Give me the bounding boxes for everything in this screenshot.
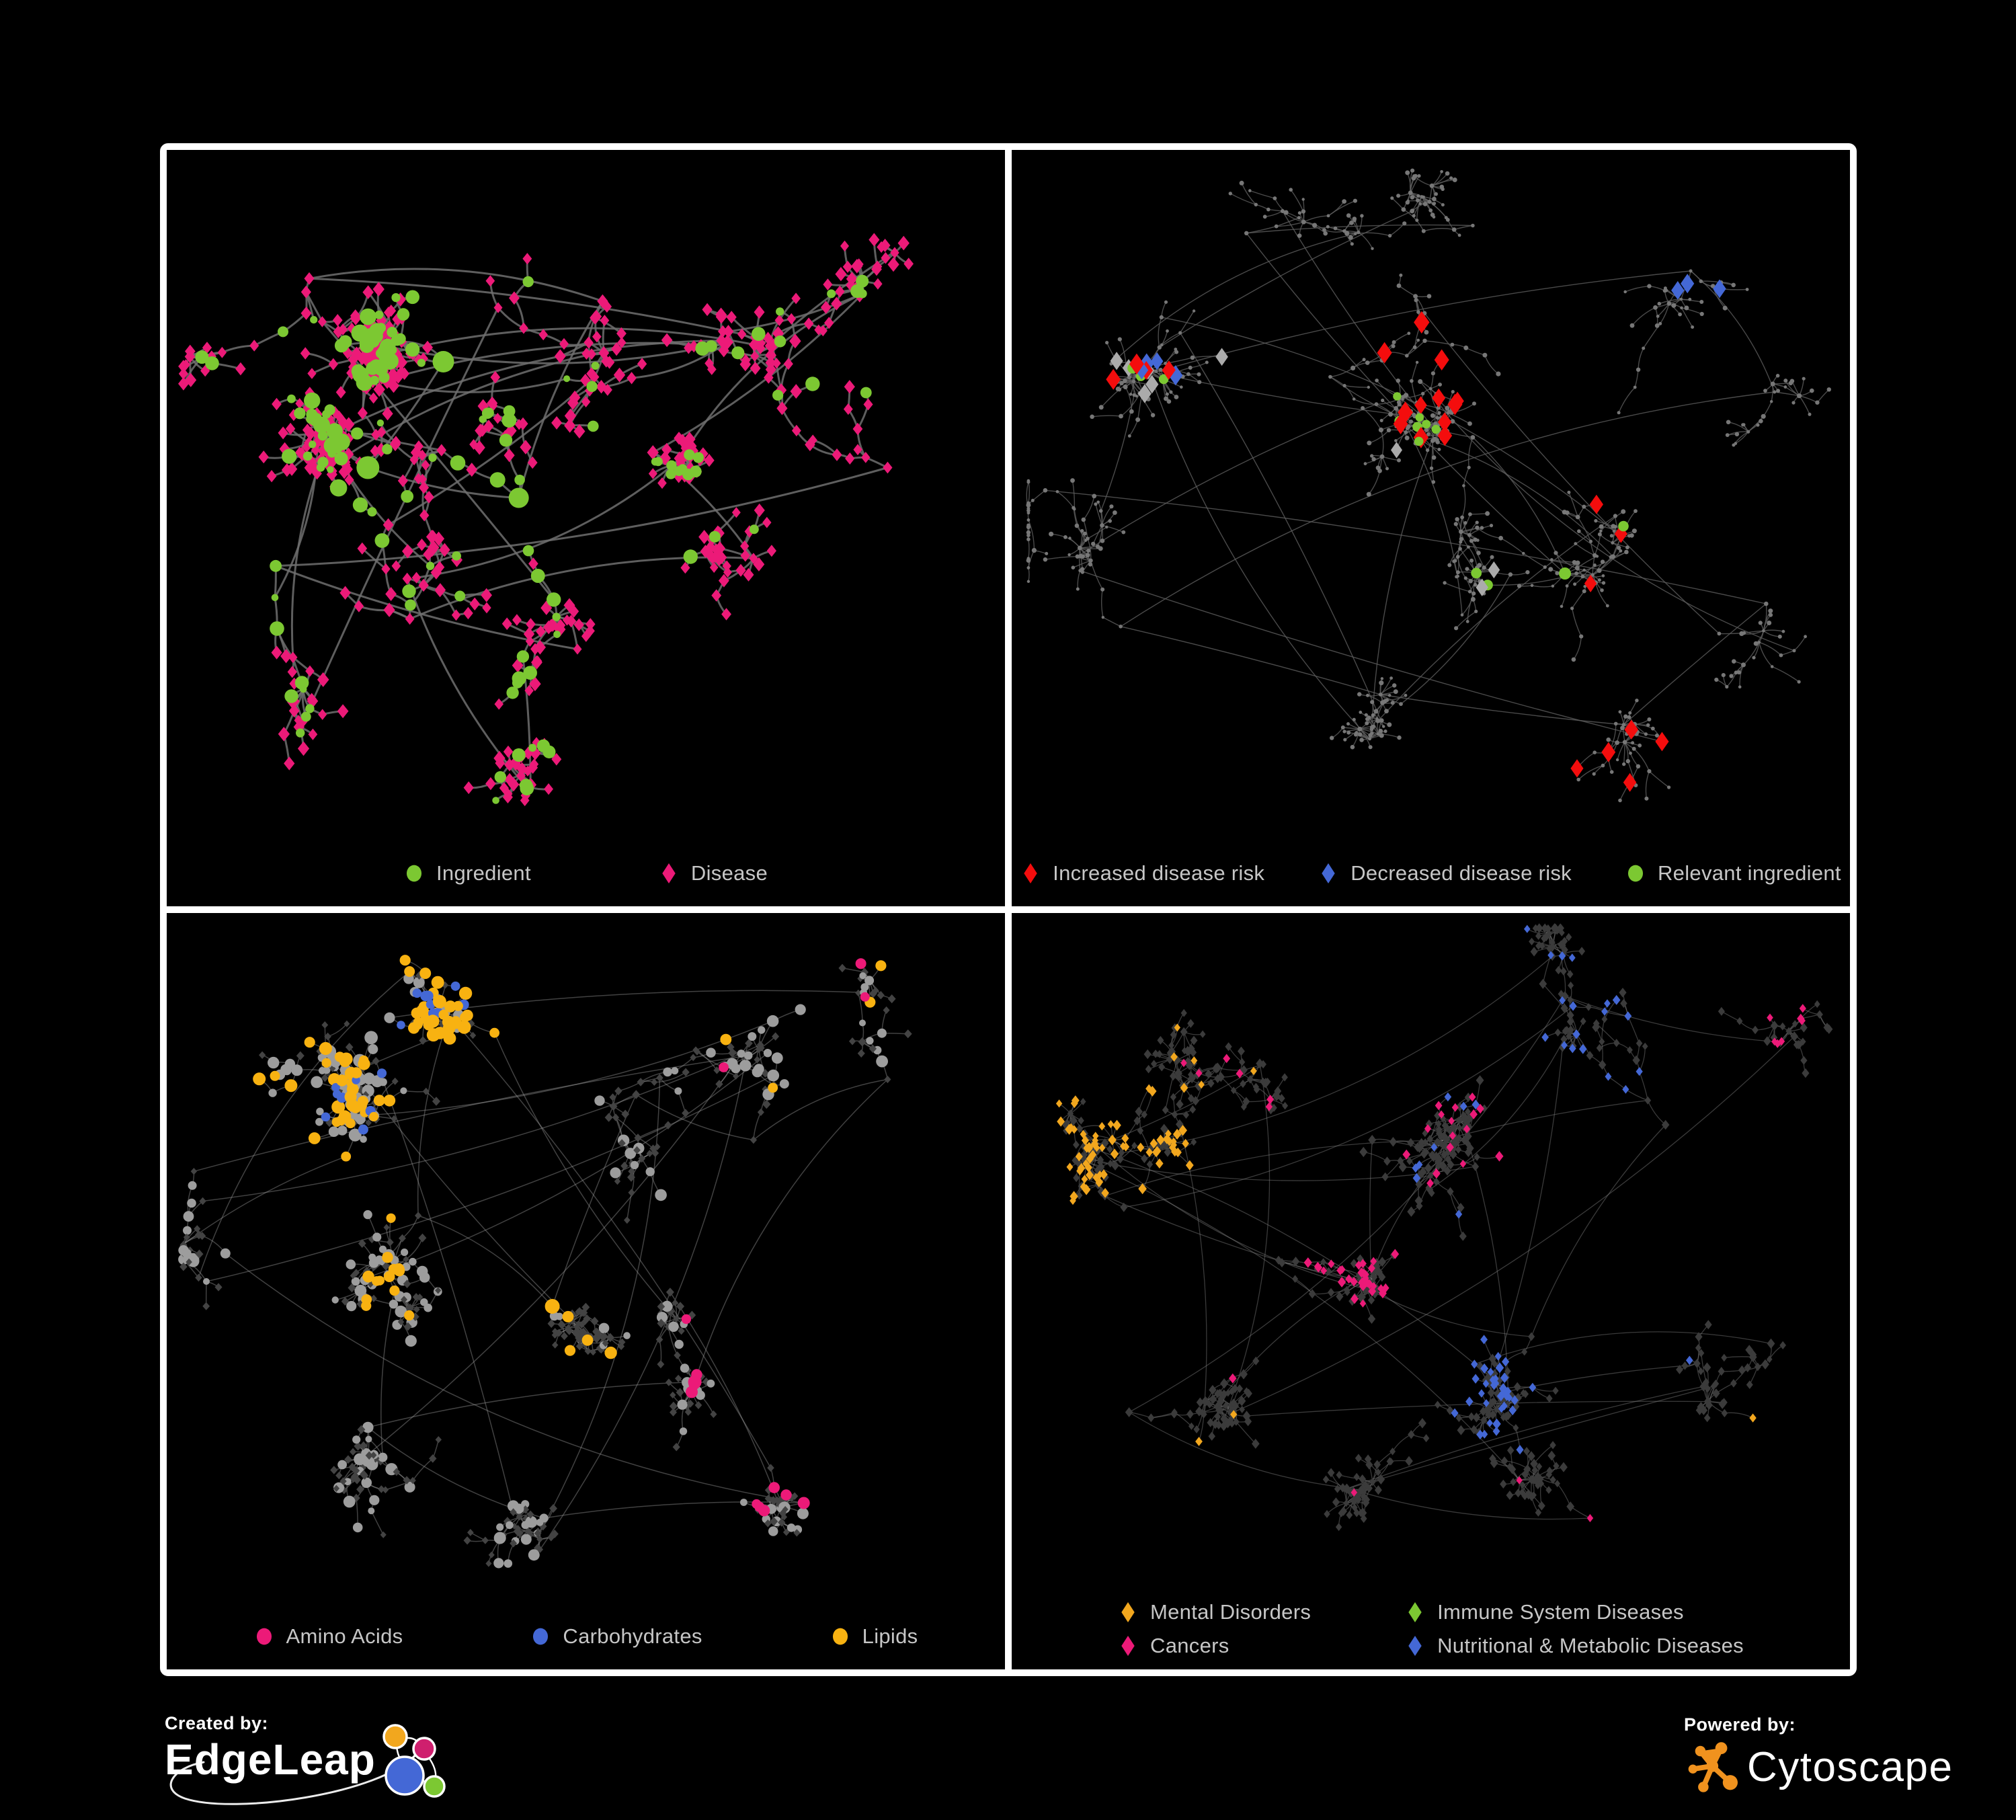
legend-swatch-diamond-icon: [1408, 1602, 1422, 1622]
edgeleap-node-green: [423, 1775, 446, 1798]
panel-macronutrients: Amino Acids Carbohydrates Lipids: [167, 910, 1008, 1669]
legend-label: Nutritional & Metabolic Diseases: [1437, 1634, 1744, 1657]
legend-label: Amino Acids: [286, 1624, 403, 1648]
macronutrients-legend: Amino Acids Carbohydrates Lipids: [167, 1624, 1005, 1649]
legend-swatch-circle-icon: [406, 865, 422, 882]
edgeleap-node-orange: [382, 1724, 408, 1749]
legend-swatch-circle-icon: [1627, 865, 1644, 882]
legend-swatch-diamond-icon: [1408, 1636, 1422, 1656]
legend-swatch-circle-icon: [832, 1628, 848, 1645]
created-by-label: Created by:: [165, 1713, 269, 1733]
legend-label: Decreased disease risk: [1350, 861, 1572, 885]
legend-label: Increased disease risk: [1053, 861, 1265, 885]
macronutrients-network: [178, 955, 912, 1569]
legend-label: Cancers: [1150, 1634, 1229, 1657]
cytoscape-wordmark: Cytoscape: [1747, 1744, 1953, 1790]
legend-item: Increased disease risk: [1020, 861, 1264, 886]
edgeleap-swoosh: [169, 1753, 417, 1805]
powered-by-label: Powered by:: [1684, 1714, 1796, 1735]
legend-item: Cancers: [1118, 1633, 1311, 1659]
panel-disease-risk: Increased disease risk Decreased disease …: [1008, 150, 1850, 910]
legend-label: Ingredient: [436, 861, 531, 885]
legend-label: Carbohydrates: [563, 1624, 702, 1648]
edgeleap-credit: Created by: EdgeLeap: [165, 1713, 459, 1805]
legend-label: Mental Disorders: [1150, 1600, 1312, 1624]
legend-item: Disease: [659, 861, 768, 886]
legend-item: Nutritional & Metabolic Diseases: [1405, 1633, 1744, 1659]
legend-label: Relevant ingredient: [1658, 861, 1841, 885]
legend-swatch-circle-icon: [256, 1628, 272, 1645]
disease-categories-network: [1055, 923, 1833, 1532]
legend-item: Lipids: [830, 1624, 918, 1649]
legend-item: Ingredient: [404, 861, 531, 886]
legend-item: Decreased disease risk: [1318, 861, 1572, 886]
legend-swatch-diamond-icon: [662, 863, 676, 883]
legend-swatch-diamond-icon: [1121, 1636, 1135, 1656]
legend-item: Amino Acids: [254, 1624, 403, 1649]
edgeleap-node-crimson: [412, 1737, 436, 1761]
edgeleap-wordmark: EdgeLeap: [165, 1735, 376, 1784]
legend-swatch-diamond-icon: [1322, 863, 1335, 883]
panels-grid: Ingredient Disease Increased disease risk…: [160, 143, 1857, 1676]
ingredient-disease-network: [178, 233, 914, 807]
legend-swatch-diamond-icon: [1024, 863, 1037, 883]
legend-item: Carbohydrates: [530, 1624, 702, 1649]
edgeleap-node-blue: [385, 1755, 425, 1796]
edgeleap-brand-row: EdgeLeap: [165, 1724, 459, 1805]
cytoscape-credit: Powered by:: [1684, 1714, 1953, 1794]
disease-categories-legend: Mental Disorders Immune System Diseases Ca…: [1012, 1599, 1850, 1659]
edgeleap-logo-icon: [382, 1724, 446, 1798]
disease-risk-network: [1026, 168, 1831, 803]
legend-item: Immune System Diseases: [1405, 1599, 1744, 1625]
legend-label: Immune System Diseases: [1437, 1600, 1684, 1624]
legend-item: Mental Disorders: [1118, 1599, 1311, 1625]
cytoscape-brand-row: Cytoscape: [1684, 1741, 1953, 1794]
panel-ingredient-disease: Ingredient Disease: [167, 150, 1008, 910]
cytoscape-logo-icon: [1688, 1742, 1738, 1792]
panel-disease-categories: Mental Disorders Immune System Diseases Ca…: [1008, 910, 1850, 1669]
legend-label: Disease: [690, 861, 768, 885]
disease-risk-legend: Increased disease risk Decreased disease …: [1012, 861, 1850, 886]
legend-label: Lipids: [862, 1624, 918, 1648]
legend-item: Relevant ingredient: [1625, 861, 1841, 886]
legend-swatch-circle-icon: [533, 1628, 549, 1645]
legend-swatch-diamond-icon: [1121, 1602, 1135, 1622]
ingredient-disease-legend: Ingredient Disease: [167, 861, 1005, 886]
